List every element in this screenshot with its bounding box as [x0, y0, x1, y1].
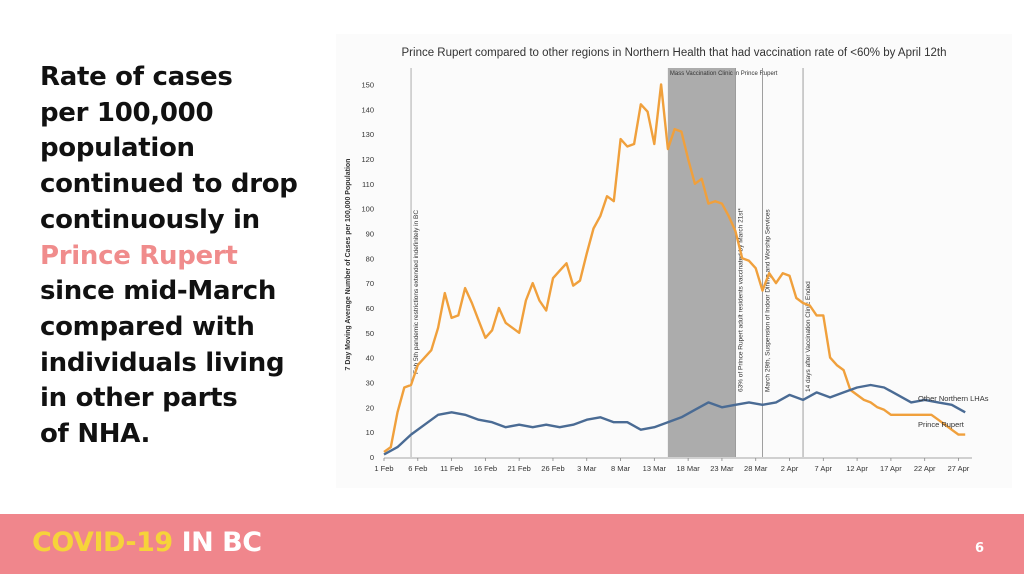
- headline-line: in other parts: [40, 383, 238, 414]
- y-tick-label: 140: [361, 105, 374, 114]
- x-tick-label: 8 Mar: [611, 464, 631, 473]
- headline-line: continued to drop: [40, 169, 298, 200]
- x-tick-label: 27 Apr: [948, 464, 970, 473]
- headline-line: individuals living: [40, 347, 285, 378]
- series-label: Prince Rupert: [918, 420, 965, 429]
- headline-line: continuously in: [40, 204, 260, 235]
- x-tick-label: 21 Feb: [507, 464, 530, 473]
- x-tick-label: 11 Feb: [440, 464, 463, 473]
- series-line-other-northern-lhas: [383, 383, 966, 456]
- headline-line: Rate of cases: [40, 62, 233, 92]
- y-tick-label: 150: [361, 80, 374, 89]
- annotation-label: Feb 5th pandemic restrictions extended i…: [413, 210, 420, 374]
- x-tick-label: 3 Mar: [577, 464, 597, 473]
- x-tick-label: 17 Apr: [880, 464, 902, 473]
- y-tick-label: 0: [370, 453, 374, 462]
- x-tick-label: 28 Mar: [744, 464, 768, 473]
- band-label: Mass Vaccination Clinic in Prince Rupert: [670, 71, 778, 77]
- x-tick-label: 16 Feb: [474, 464, 497, 473]
- y-tick-label: 90: [366, 229, 374, 238]
- y-tick-label: 120: [361, 155, 374, 164]
- x-tick-label: 1 Feb: [374, 464, 393, 473]
- headline-text: Rate of cases per 100,000 population contin…: [40, 60, 330, 453]
- line-chart: Prince Rupert compared to other regions …: [345, 47, 989, 473]
- y-tick-label: 10: [366, 428, 374, 437]
- chart-panel: Prince Rupert compared to other regions …: [336, 34, 1012, 488]
- page-number: 6: [975, 541, 985, 556]
- x-tick-label: 2 Apr: [781, 464, 799, 473]
- headline-line: compared with: [40, 311, 255, 342]
- y-tick-label: 40: [366, 354, 374, 363]
- series-label: Other Northern LHAs: [918, 394, 989, 403]
- series-line-prince-rupert: [383, 83, 966, 453]
- y-tick-label: 80: [366, 254, 374, 263]
- footer-bar: COVID-19 IN BC 6: [0, 514, 1024, 574]
- y-axis-label: 7 Day Moving Average Number of Cases per…: [345, 159, 352, 371]
- y-tick-label: 50: [366, 329, 374, 338]
- y-tick-label: 30: [366, 378, 374, 387]
- x-tick-label: 6 Feb: [408, 464, 427, 473]
- y-tick-label: 130: [361, 130, 374, 139]
- annotation-label: 14 days after Vaccination Clinic Ended: [805, 281, 812, 392]
- vaccination-clinic-band: [667, 68, 736, 457]
- headline-line: since mid-March: [40, 276, 277, 307]
- headline-line: per 100,000: [40, 97, 214, 128]
- x-tick-label: 23 Mar: [710, 464, 734, 473]
- y-tick-label: 60: [366, 304, 374, 313]
- annotation-label: March 29th, Suspension of Indoor Dining …: [764, 209, 771, 392]
- headline-line: of NHA.: [40, 419, 151, 450]
- annotation-label: 63% of Prince Rupert adult residents vac…: [737, 208, 744, 392]
- x-tick-label: 13 Mar: [643, 464, 667, 473]
- x-tick-label: 7 Apr: [815, 464, 833, 473]
- x-tick-label: 22 Apr: [914, 464, 936, 473]
- y-tick-label: 100: [361, 205, 374, 214]
- x-tick-label: 26 Feb: [541, 464, 564, 473]
- x-tick-label: 12 Apr: [846, 464, 868, 473]
- headline-line: population: [40, 133, 195, 164]
- y-tick-label: 20: [366, 403, 374, 412]
- brand-covid: COVID-19: [32, 527, 173, 558]
- footer-brand: COVID-19 IN BC: [32, 527, 262, 558]
- brand-in-bc: IN BC: [181, 527, 262, 558]
- y-tick-label: 110: [362, 180, 374, 189]
- headline-highlight: Prince Rupert: [40, 240, 238, 271]
- chart-title: Prince Rupert compared to other regions …: [402, 47, 947, 59]
- y-tick-label: 70: [366, 279, 374, 288]
- x-tick-label: 18 Mar: [676, 464, 700, 473]
